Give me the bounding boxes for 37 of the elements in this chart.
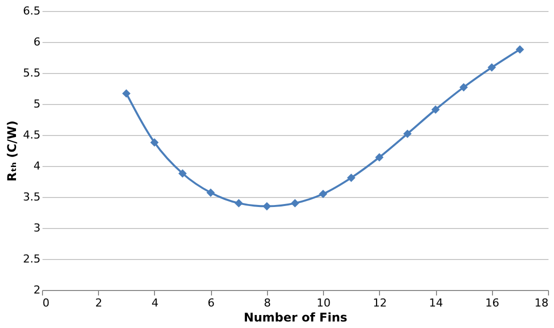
x-tick-label: 4 <box>151 296 158 310</box>
point <box>150 138 159 147</box>
x-tick-label: 10 <box>316 296 331 310</box>
point <box>206 188 215 197</box>
x-tick-label: 14 <box>429 296 444 310</box>
point <box>318 190 328 198</box>
y-tick-label: 5.5 <box>23 66 40 80</box>
y-tick-label: 2 <box>34 284 40 296</box>
y-tick-label: 6.5 <box>23 4 40 18</box>
x-tick-label: 16 <box>485 296 500 310</box>
point <box>234 199 243 208</box>
x-tick-label: 6 <box>208 296 215 310</box>
point <box>375 153 384 162</box>
point <box>488 63 496 72</box>
point <box>459 83 468 92</box>
y-axis-title: Rₜₕ (C/W) <box>5 120 20 182</box>
y-tick-label: 6 <box>34 36 40 48</box>
point <box>290 199 300 208</box>
x-axis-title: Number of Fins <box>244 310 348 324</box>
x-tick-label: 12 <box>372 296 387 310</box>
point <box>516 45 524 54</box>
x-tick-label: 0 <box>42 296 50 310</box>
point <box>262 202 272 210</box>
point <box>178 169 187 178</box>
point <box>403 130 412 138</box>
point <box>347 174 356 182</box>
y-tick-label: 4 <box>34 160 40 172</box>
y-tick-label: 5 <box>34 98 40 110</box>
x-tick-label: 2 <box>95 296 102 310</box>
x-tick-label: 18 <box>534 296 548 310</box>
y-tick-label: 3 <box>34 222 40 234</box>
y-tick-label: 3.5 <box>23 190 40 204</box>
y-tick-label: 2.5 <box>23 252 40 266</box>
point <box>122 89 131 98</box>
point <box>431 105 440 114</box>
x-tick-label: 8 <box>264 296 271 310</box>
y-tick-label: 4.5 <box>23 128 40 142</box>
